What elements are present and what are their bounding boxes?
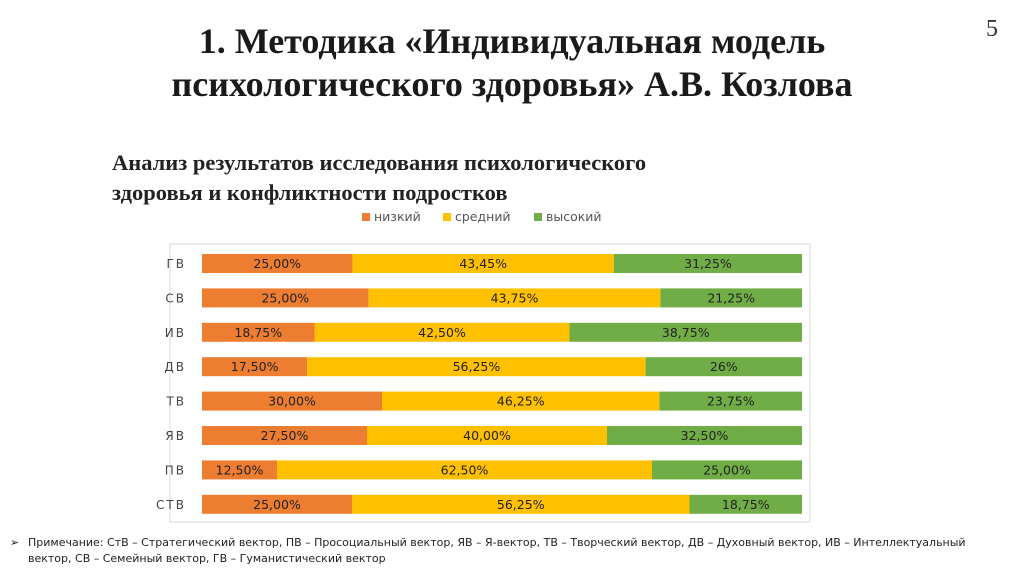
bar-ИВ-2 xyxy=(314,322,570,342)
footnote: ➢ Примечание: СтВ – Стратегический векто… xyxy=(10,535,1010,567)
data-label-ИВ-3: 38,75% xyxy=(662,325,710,340)
bar-ГВ-1 xyxy=(202,254,353,273)
bar-ГВ-3 xyxy=(613,254,802,273)
data-label-ГВ-2: 43,45% xyxy=(459,256,507,271)
plot-area-frame xyxy=(169,243,811,523)
category-label-СТВ: СТВ xyxy=(156,498,186,512)
data-label-ЯВ-2: 40,00% xyxy=(463,428,511,443)
category-label-ДВ: ДВ xyxy=(164,360,186,374)
data-label-ТВ-2: 46,25% xyxy=(497,394,545,409)
data-label-СВ-1: 25,00% xyxy=(261,290,309,305)
data-label-СВ-3: 21,25% xyxy=(707,290,755,305)
data-label-ИВ-1: 18,75% xyxy=(234,325,282,340)
data-label-ДВ-3: 26% xyxy=(710,359,738,374)
data-label-ТВ-1: 30,00% xyxy=(268,394,316,409)
data-label-ДВ-1: 17,50% xyxy=(231,359,279,374)
slide-title-line2: психологического здоровья» А.В. Козлова xyxy=(171,64,853,104)
chart-subtitle-line2: здоровья и конфликтности подростков xyxy=(112,180,508,205)
bar-ДВ-2 xyxy=(307,357,646,377)
legend-swatch-1 xyxy=(362,213,370,221)
chart-subtitle-line1: Анализ результатов исследования психолог… xyxy=(112,150,647,175)
bar-ИВ-3 xyxy=(569,322,802,342)
bar-ДВ-3 xyxy=(645,357,802,377)
bar-ИВ-1 xyxy=(202,322,315,342)
data-label-ГВ-3: 31,25% xyxy=(684,256,732,271)
data-label-СТВ-3: 18,75% xyxy=(722,497,770,512)
category-label-ПВ: ПВ xyxy=(165,463,186,477)
page-number: 5 xyxy=(986,16,998,42)
bar-СТВ-2 xyxy=(352,494,690,514)
chart-bars: 25,00% 43,45% 31,25% 25,00% 43,75% 21,25% 18,7… xyxy=(202,254,802,514)
category-label-ИВ: ИВ xyxy=(165,326,186,340)
data-label-ИВ-2: 42,50% xyxy=(418,325,466,340)
legend-label-1: низкий xyxy=(374,209,421,224)
data-label-СТВ-1: 25,00% xyxy=(253,497,301,512)
bar-ТВ-3 xyxy=(659,391,802,411)
arrow-bullet-icon: ➢ xyxy=(10,536,20,549)
slide-title-line1: 1. Методика «Индивидуальная модель xyxy=(198,21,826,61)
category-label-ГВ: ГВ xyxy=(166,257,186,271)
data-label-ПВ-2: 62,50% xyxy=(441,462,489,477)
legend-swatch-3 xyxy=(534,213,542,221)
bar-СТВ-1 xyxy=(202,494,352,514)
bar-ЯВ-1 xyxy=(202,426,367,445)
footnote-text: Примечание: СтВ – Стратегический вектор,… xyxy=(28,536,966,565)
data-label-ТВ-3: 23,75% xyxy=(707,394,755,409)
bar-СВ-2 xyxy=(368,288,661,308)
category-label-ЯВ: ЯВ xyxy=(165,429,186,443)
legend-label-2: средний xyxy=(455,209,511,224)
category-label-ТВ: ТВ xyxy=(165,395,186,409)
legend-swatch-2 xyxy=(443,213,451,221)
data-label-ЯВ-3: 32,50% xyxy=(681,428,729,443)
bar-ТВ-2 xyxy=(382,391,660,411)
category-axis: ГВ СВ ИВ ДВ ТВ ЯВ ПВ СТВ xyxy=(156,257,186,512)
chart-subtitle: Анализ результатов исследования психолог… xyxy=(112,148,872,208)
bar-ЯВ-2 xyxy=(367,426,607,445)
chart-legend: низкий средний высокий xyxy=(362,209,602,224)
data-label-ПВ-3: 25,00% xyxy=(703,462,751,477)
bar-СВ-1 xyxy=(202,288,369,308)
slide-title: 1. Методика «Индивидуальная модель психо… xyxy=(40,20,984,106)
bar-ДВ-1 xyxy=(202,357,308,377)
bar-СВ-3 xyxy=(660,288,802,308)
bar-ГВ-2 xyxy=(352,254,614,273)
bar-ЯВ-3 xyxy=(607,426,802,445)
bar-ПВ-3 xyxy=(652,460,802,480)
category-label-СВ: СВ xyxy=(165,291,186,305)
data-label-ГВ-1: 25,00% xyxy=(253,256,301,271)
bar-ПВ-2 xyxy=(277,460,652,480)
bar-ПВ-1 xyxy=(202,460,277,480)
bar-ТВ-1 xyxy=(202,391,382,411)
data-label-ЯВ-1: 27,50% xyxy=(261,428,309,443)
data-label-ПВ-1: 12,50% xyxy=(216,462,264,477)
data-label-СТВ-2: 56,25% xyxy=(497,497,545,512)
data-label-ДВ-2: 56,25% xyxy=(453,359,501,374)
bar-СТВ-3 xyxy=(689,494,802,514)
data-label-СВ-2: 43,75% xyxy=(491,290,539,305)
legend-label-3: высокий xyxy=(546,209,602,224)
